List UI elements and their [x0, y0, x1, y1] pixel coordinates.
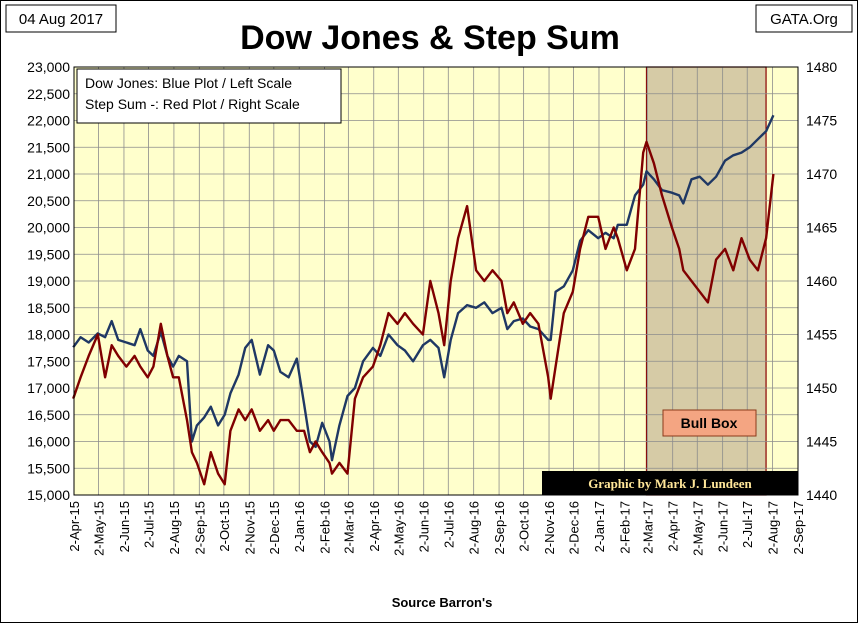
x-axis-tick-label: 2-Mar-17 [640, 501, 655, 554]
x-axis-tick-label: 2-Apr-15 [67, 501, 82, 552]
x-axis-tick-label: 2-Aug-17 [766, 501, 781, 554]
x-axis-tick-label: 2-Sep-15 [192, 501, 207, 554]
x-axis-tick-label: 2-Nov-15 [242, 501, 257, 554]
source-tag-label: GATA.Org [770, 11, 838, 28]
bull-box-label: Bull Box [681, 415, 738, 431]
x-axis-tick-label: 2-Aug-15 [167, 501, 182, 554]
x-axis-tick-label: 2-Oct-15 [217, 501, 232, 552]
x-axis-tick-label: 2-Apr-17 [666, 501, 681, 552]
x-axis-tick-label: 2-Dec-15 [267, 501, 282, 554]
x-axis-tick-label: 2-Sep-17 [791, 501, 806, 554]
date-box [5, 4, 117, 33]
legend-box [76, 68, 342, 124]
x-axis-tick-label: 2-Jun-16 [417, 501, 432, 552]
right-axis-tick-label: 1460 [806, 273, 837, 289]
left-axis-tick-label: 18,500 [27, 300, 70, 316]
x-axis-tick-label: 2-Jun-17 [716, 501, 731, 552]
date-label: 04 Aug 2017 [19, 11, 103, 28]
legend-line-dow: Dow Jones: Blue Plot / Left Scale [85, 75, 292, 91]
plot-border [73, 66, 799, 496]
x-axis-tick-label: 2-Sep-16 [492, 501, 507, 554]
legend-line-stepsum: Step Sum -: Red Plot / Right Scale [85, 96, 300, 112]
credit-box [542, 471, 798, 495]
right-axis-tick-label: 1470 [806, 166, 837, 182]
left-axis-tick-label: 17,500 [27, 353, 70, 369]
credit-label: Graphic by Mark J. Lundeen [588, 476, 752, 491]
x-axis-tick-label: 2-Jul-16 [441, 501, 456, 548]
left-axis-tick-label: 17,000 [27, 380, 70, 396]
x-axis-tick-label: 2-Oct-16 [517, 501, 532, 552]
series-dow-jones-line [72, 114, 775, 462]
x-axis-tick-label: 2-Feb-16 [318, 501, 333, 554]
left-axis-tick-label: 20,000 [27, 220, 70, 236]
source-tag-box [755, 4, 853, 33]
left-axis-tick-label: 21,500 [27, 139, 70, 155]
x-axis-tick-label: 2-May-15 [92, 501, 107, 556]
series-step-sum-line [72, 140, 775, 486]
left-axis-tick-label: 16,000 [27, 434, 70, 450]
left-axis-tick-label: 19,500 [27, 246, 70, 262]
right-axis-tick-label: 1480 [806, 59, 837, 75]
x-axis-tick-label: 2-Jun-15 [117, 501, 132, 552]
x-axis-tick-label: 2-Jul-17 [740, 501, 755, 548]
x-axis-tick-label: 2-Mar-16 [341, 501, 356, 554]
left-axis-tick-label: 18,000 [27, 327, 70, 343]
right-axis-tick-label: 1445 [806, 434, 837, 450]
right-axis-tick-label: 1455 [806, 327, 837, 343]
left-axis-tick-label: 21,000 [27, 166, 70, 182]
right-axis-tick-label: 1475 [806, 113, 837, 129]
x-axis-tick-label: 2-Apr-16 [367, 501, 382, 552]
left-axis-tick-label: 22,000 [27, 113, 70, 129]
x-axis-tick-label: 2-May-17 [690, 501, 705, 556]
x-axis-tick-label: 2-Jan-16 [292, 501, 307, 552]
left-axis-tick-label: 22,500 [27, 86, 70, 102]
right-axis-tick-label: 1440 [806, 487, 837, 503]
right-axis-tick-label: 1450 [806, 380, 837, 396]
right-axis-tick-label: 1465 [806, 220, 837, 236]
series-layer [72, 114, 775, 486]
chart-title: Dow Jones & Step Sum [240, 19, 620, 57]
left-axis-tick-label: 15,500 [27, 460, 70, 476]
left-axis-tick-label: 19,000 [27, 273, 70, 289]
x-axis-tick-label: 2-Nov-16 [542, 501, 557, 554]
x-axis-title: Source Barron's [392, 595, 493, 610]
x-axis-tick-label: 2-Jan-17 [592, 501, 607, 552]
x-axis: 2-Apr-15 2-May-15 2-Jun-15 2-Jul-15 2-Aug-15… [67, 501, 806, 556]
bull-box-label-box [662, 409, 757, 437]
x-axis-tick-label: 2-Dec-16 [567, 501, 582, 554]
left-axis: 15,000 15,500 16,000 16,500 17,000 17,500 18,0… [27, 59, 70, 503]
left-axis-tick-label: 15,000 [27, 487, 70, 503]
right-axis: 1440 1445 1450 1455 1460 1465 1470 1475 1480 [806, 59, 837, 503]
x-axis-tick-label: 2-Feb-17 [617, 501, 632, 554]
x-axis-tick-label: 2-May-16 [391, 501, 406, 556]
left-axis-tick-label: 23,000 [27, 59, 70, 75]
left-axis-tick-label: 20,500 [27, 193, 70, 209]
left-axis-tick-label: 16,500 [27, 407, 70, 423]
x-axis-tick-label: 2-Aug-16 [467, 501, 482, 554]
x-axis-tick-label: 2-Jul-15 [142, 501, 157, 548]
